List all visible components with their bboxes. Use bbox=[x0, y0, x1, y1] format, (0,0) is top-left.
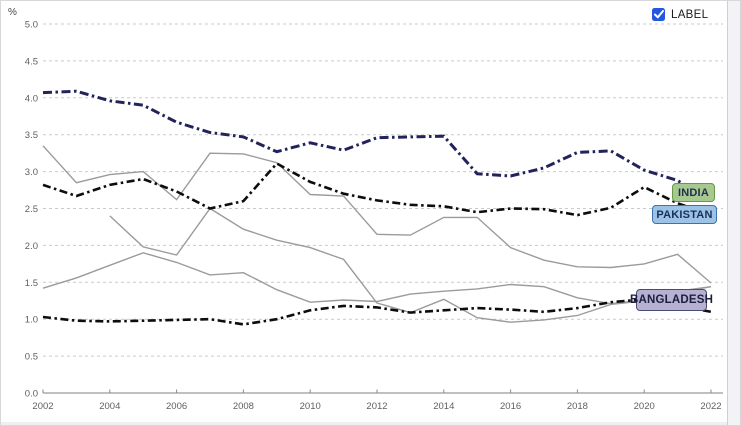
svg-text:5.0: 5.0 bbox=[25, 20, 38, 31]
svg-text:2006: 2006 bbox=[166, 401, 187, 412]
svg-text:2012: 2012 bbox=[366, 401, 387, 412]
svg-text:2002: 2002 bbox=[32, 401, 53, 412]
svg-text:2010: 2010 bbox=[300, 401, 321, 412]
svg-text:2014: 2014 bbox=[433, 401, 454, 412]
y-axis-unit-label: % bbox=[8, 7, 17, 18]
svg-text:2008: 2008 bbox=[233, 401, 254, 412]
label-checkbox-text: LABEL bbox=[671, 8, 709, 21]
svg-text:4.5: 4.5 bbox=[25, 56, 38, 67]
svg-text:4.0: 4.0 bbox=[25, 93, 38, 104]
series-label-pakistan[interactable]: PAKISTAN bbox=[652, 205, 717, 224]
svg-text:0.0: 0.0 bbox=[25, 389, 38, 400]
svg-text:1.0: 1.0 bbox=[25, 315, 38, 326]
svg-text:2022: 2022 bbox=[700, 401, 721, 412]
svg-text:2.5: 2.5 bbox=[25, 204, 38, 215]
window-bottom-edge bbox=[1, 422, 727, 425]
svg-text:1.5: 1.5 bbox=[25, 278, 38, 289]
window-right-edge bbox=[727, 1, 740, 425]
svg-text:2.0: 2.0 bbox=[25, 241, 38, 252]
svg-text:2020: 2020 bbox=[634, 401, 655, 412]
label-checkbox[interactable] bbox=[652, 8, 665, 21]
svg-text:0.5: 0.5 bbox=[25, 352, 38, 363]
svg-text:2004: 2004 bbox=[99, 401, 120, 412]
svg-text:2018: 2018 bbox=[567, 401, 588, 412]
checkbox-check-icon bbox=[653, 10, 664, 19]
label-legend: LABEL bbox=[652, 8, 708, 21]
svg-text:2016: 2016 bbox=[500, 401, 521, 412]
series-label-india[interactable]: INDIA bbox=[672, 183, 715, 202]
svg-text:3.0: 3.0 bbox=[25, 167, 38, 178]
series-label-bangladesh[interactable]: BANGLADESH bbox=[630, 289, 713, 311]
svg-text:3.5: 3.5 bbox=[25, 130, 38, 141]
